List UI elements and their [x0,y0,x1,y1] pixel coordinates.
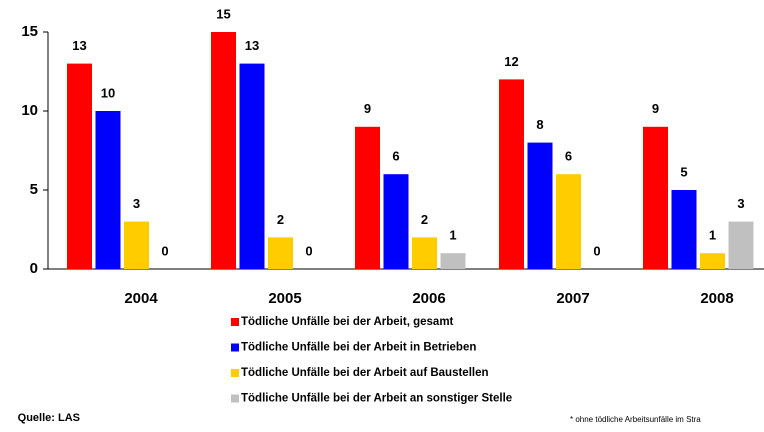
value-label: 2 [421,212,428,227]
x-tick-label: 2005 [268,290,301,307]
value-label: 1 [709,228,716,243]
bar [268,237,293,269]
legend-swatch [231,343,239,352]
bar [440,253,466,269]
bar [124,221,149,269]
bar [728,221,754,269]
x-tick-label: 2007 [556,290,589,307]
value-label: 3 [737,196,744,211]
bar [383,174,409,269]
value-label: 5 [680,164,687,179]
legend-label: Tödliche Unfälle bei der Arbeit an sonst… [241,393,512,405]
bar [527,142,553,269]
bar [556,174,581,269]
value-label: 15 [216,6,230,21]
value-label: 0 [305,243,312,258]
value-label: 10 [101,85,115,100]
y-tick-label: 15 [21,23,38,40]
value-label: 1 [449,228,456,243]
value-label: 6 [392,149,399,164]
y-tick-label: 0 [30,260,38,277]
bar [671,190,697,269]
value-label: 0 [161,243,168,258]
footnote: * ohne tödliche Arbeitsunfälle im Stra [570,415,701,424]
legend-label: Tödliche Unfälle bei der Arbeit in Betri… [241,342,476,354]
value-label: 2 [277,212,284,227]
y-tick-label: 10 [21,102,38,119]
bar [412,237,437,269]
value-label: 6 [565,149,572,164]
bar [239,63,265,269]
bar [211,32,236,269]
value-label: 0 [593,243,600,258]
bar [499,79,524,270]
legend-swatch [231,318,239,326]
bar [355,126,380,269]
legend-swatch [231,369,239,377]
value-label: 12 [504,54,518,69]
legend-label: Tödliche Unfälle bei der Arbeit, gesamt [241,316,454,328]
bar [643,126,668,269]
bar [700,253,725,269]
bar [95,111,121,269]
y-tick-label: 5 [30,181,38,198]
value-label: 3 [133,196,140,211]
legend-label: Tödliche Unfälle bei der Arbeit auf Baus… [241,367,489,379]
x-tick-label: 2004 [124,290,158,307]
legend-swatch [231,394,239,403]
value-label: 9 [364,101,371,116]
x-tick-label: 2006 [412,290,445,307]
value-label: 9 [652,101,659,116]
source-note: Quelle: LAS [18,412,80,424]
value-label: 13 [72,38,86,53]
bar [67,63,92,269]
x-tick-label: 2008 [700,290,733,307]
value-label: 13 [245,38,259,53]
value-label: 8 [536,117,543,132]
